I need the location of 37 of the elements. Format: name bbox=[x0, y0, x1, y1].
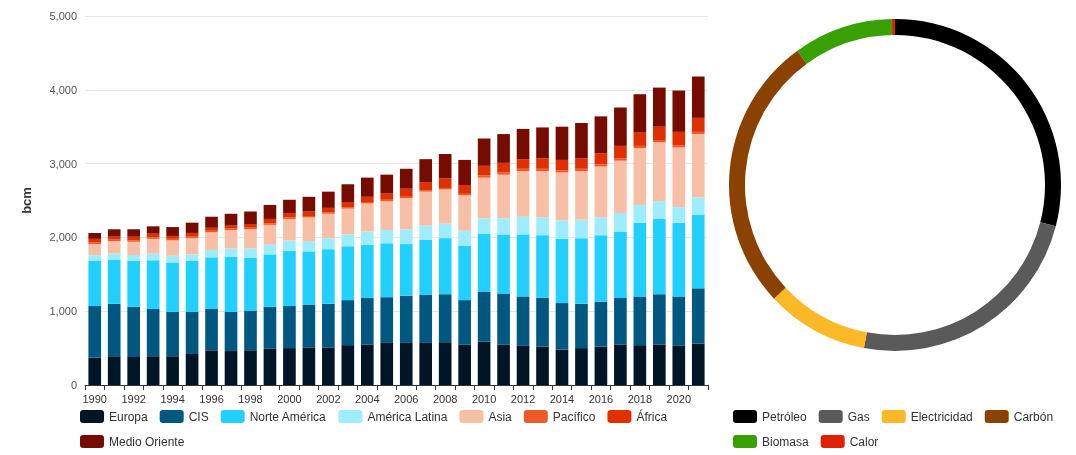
x-tick-label: 2010 bbox=[471, 392, 497, 405]
legend-label: Europa bbox=[109, 409, 149, 424]
x-tick-label: 1994 bbox=[160, 392, 185, 405]
x-tick-label: 1992 bbox=[121, 392, 146, 405]
legend-label: Petróleo bbox=[762, 409, 808, 424]
legend-label: Biomasa bbox=[762, 434, 810, 449]
x-tick-label: 2004 bbox=[355, 392, 380, 405]
legend-label: Asia bbox=[488, 409, 513, 424]
x-tick-label: 2012 bbox=[510, 392, 536, 405]
x-tick-label: 1996 bbox=[199, 392, 224, 405]
x-tick-label: 1998 bbox=[238, 392, 263, 405]
legend-label: Pacífico bbox=[552, 409, 596, 424]
y-tick-label: 3,000 bbox=[49, 157, 77, 170]
x-tick-label: 2020 bbox=[666, 392, 692, 405]
legend-label: Medio Oriente bbox=[109, 434, 185, 449]
legend-label: Electricidad bbox=[910, 409, 973, 424]
x-tick-label: 2000 bbox=[277, 392, 302, 405]
y-tick-label: 1,000 bbox=[49, 305, 77, 318]
x-tick-label: 2016 bbox=[588, 392, 614, 405]
legend-label: Gas bbox=[847, 409, 870, 424]
x-tick-label: 1990 bbox=[82, 392, 107, 405]
legend-label: Carbón bbox=[1013, 409, 1054, 424]
y-axis-title: bcm bbox=[19, 187, 34, 214]
y-tick-label: 4,000 bbox=[49, 83, 77, 96]
legend-label: América Latina bbox=[367, 409, 448, 424]
legend-label: Calor bbox=[849, 434, 879, 449]
x-tick-label: 2006 bbox=[393, 392, 419, 405]
x-tick-label: 2008 bbox=[432, 392, 458, 405]
x-tick-label: 2002 bbox=[316, 392, 341, 405]
legend-label: África bbox=[636, 408, 668, 424]
y-tick-label: 0 bbox=[70, 379, 77, 391]
y-tick-label: 5,000 bbox=[49, 10, 77, 22]
legend-label: CIS bbox=[188, 409, 209, 424]
x-tick-label: 2018 bbox=[627, 392, 653, 405]
legend-label: Norte América bbox=[249, 409, 327, 424]
x-tick-label: 2014 bbox=[549, 392, 575, 405]
y-tick-label: 2,000 bbox=[49, 231, 77, 244]
